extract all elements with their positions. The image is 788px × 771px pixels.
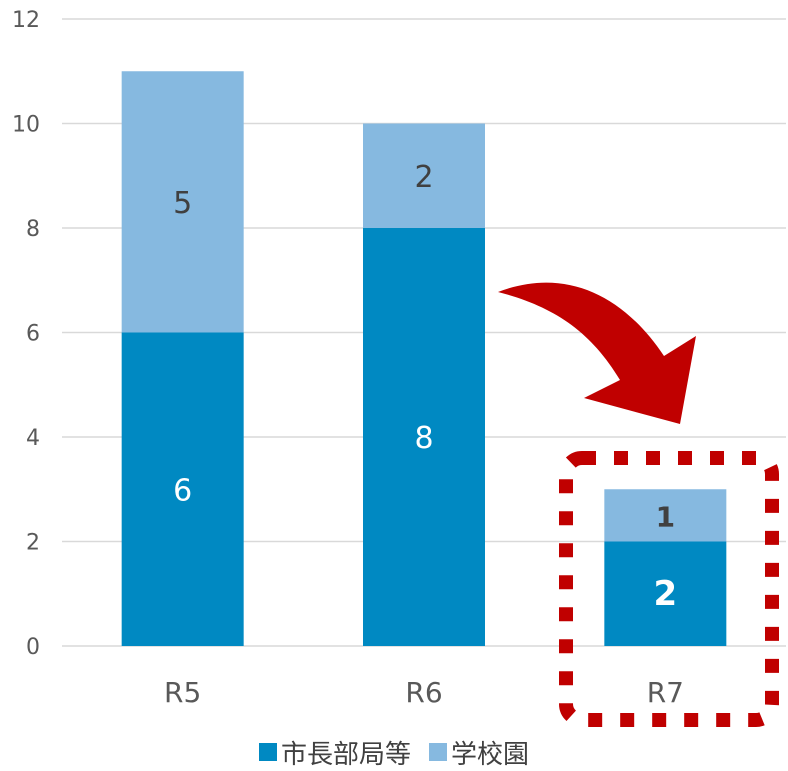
data-label-R5-series-1: 6 — [173, 473, 192, 508]
x-axis-ticks: R5 R6 R7 — [164, 676, 684, 709]
y-tick-label: 2 — [26, 531, 40, 556]
x-tick-label-R7: R7 — [647, 676, 684, 709]
legend-swatch-series-1 — [258, 743, 277, 761]
legend: 市長部局等 学校園 — [0, 734, 788, 770]
y-tick-label: 12 — [12, 8, 40, 33]
bar-R7-series-2 — [604, 489, 727, 542]
bar-R6-series-1 — [363, 228, 485, 646]
y-tick-label: 6 — [26, 322, 40, 347]
data-label-R5-series-2: 5 — [173, 186, 192, 221]
data-label-R6-series-1: 8 — [414, 421, 433, 456]
bar-R7-series-1 — [604, 541, 727, 646]
stacked-bar-chart: 0 2 4 6 8 10 12 6 5 8 2 2 1 R5 R6 R7 — [12, 8, 786, 727]
data-label-R7-series-2: 1 — [656, 500, 675, 533]
bar-R5-series-1 — [121, 332, 244, 646]
data-label-R6-series-2: 2 — [414, 160, 433, 195]
y-tick-label: 4 — [26, 426, 40, 451]
legend-swatch-series-2 — [429, 743, 447, 761]
x-tick-label-R5: R5 — [164, 676, 201, 709]
bar-R5-series-2 — [121, 71, 244, 333]
legend-label-series-1: 市長部局等 — [280, 739, 411, 770]
y-tick-label: 10 — [12, 113, 40, 138]
data-label-R7-series-1: 2 — [653, 574, 677, 614]
legend-item-series-1: 市長部局等 — [258, 734, 411, 771]
bars: 6 5 8 2 2 1 — [121, 71, 727, 646]
bar-R6-series-2 — [363, 123, 485, 228]
legend-item-series-2: 学校園 — [429, 734, 529, 771]
y-axis-ticks: 0 2 4 6 8 10 12 — [12, 8, 40, 660]
x-tick-label-R6: R6 — [405, 676, 442, 709]
legend-label-series-2: 学校園 — [451, 739, 530, 770]
y-tick-label: 0 — [26, 635, 40, 660]
y-tick-label: 8 — [26, 217, 40, 242]
red-curved-arrow — [498, 282, 696, 424]
